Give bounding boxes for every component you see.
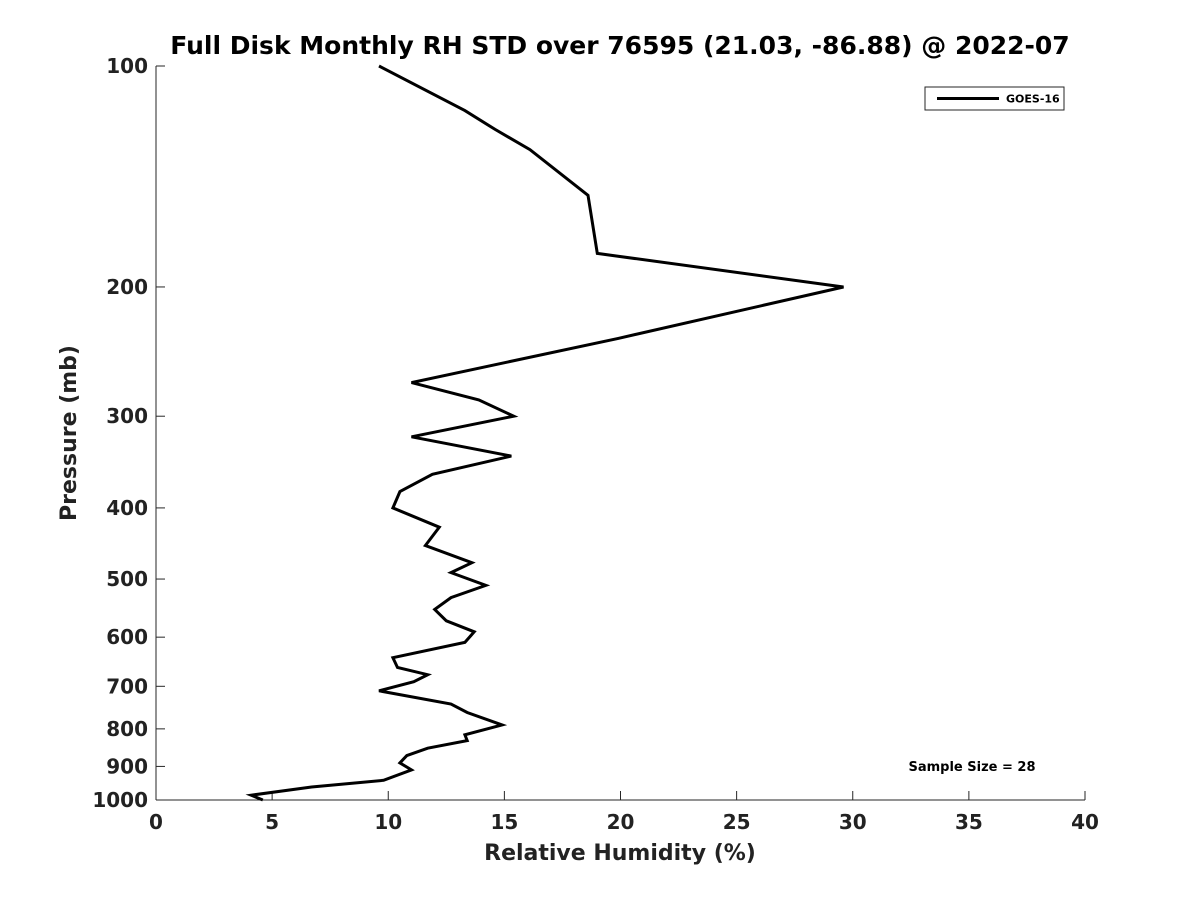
- x-axis-label: Relative Humidity (%): [484, 841, 756, 866]
- y-tick-label: 300: [106, 404, 148, 428]
- legend-label-goes-16: GOES-16: [1006, 93, 1060, 106]
- y-tick-label: 500: [106, 567, 148, 591]
- x-axis: 0 5 10 15 20 25 30 35 40: [149, 791, 1099, 834]
- series-line-goes-16: [245, 64, 844, 802]
- y-tick-label: 600: [106, 625, 148, 649]
- x-tick-label: 10: [374, 810, 402, 834]
- y-tick-label: 900: [106, 754, 148, 778]
- x-tick-label: 20: [607, 810, 635, 834]
- plot-area: [155, 66, 1085, 801]
- x-tick-label: 0: [149, 810, 163, 834]
- legend: GOES-16: [924, 86, 1065, 111]
- y-tick-label: 200: [106, 275, 148, 299]
- x-tick-label: 5: [265, 810, 279, 834]
- y-tick-label: 800: [106, 717, 148, 741]
- sample-size-annotation: Sample Size = 28: [908, 760, 1035, 775]
- x-tick-label: 30: [839, 810, 867, 834]
- y-tick-label: 100: [106, 54, 148, 78]
- y-axis-label: Pressure (mb): [57, 345, 82, 521]
- y-axis: 100 200 300 400 500 600 700 800 900 1000: [92, 54, 165, 812]
- chart-title: Full Disk Monthly RH STD over 76595 (21.…: [170, 31, 1069, 60]
- x-tick-label: 35: [955, 810, 983, 834]
- y-tick-label: 1000: [92, 788, 148, 812]
- x-tick-label: 25: [723, 810, 751, 834]
- series-layer: [245, 64, 844, 802]
- x-tick-label: 40: [1071, 810, 1099, 834]
- x-tick-label: 15: [490, 810, 518, 834]
- y-tick-label: 400: [106, 496, 148, 520]
- y-tick-label: 700: [106, 674, 148, 698]
